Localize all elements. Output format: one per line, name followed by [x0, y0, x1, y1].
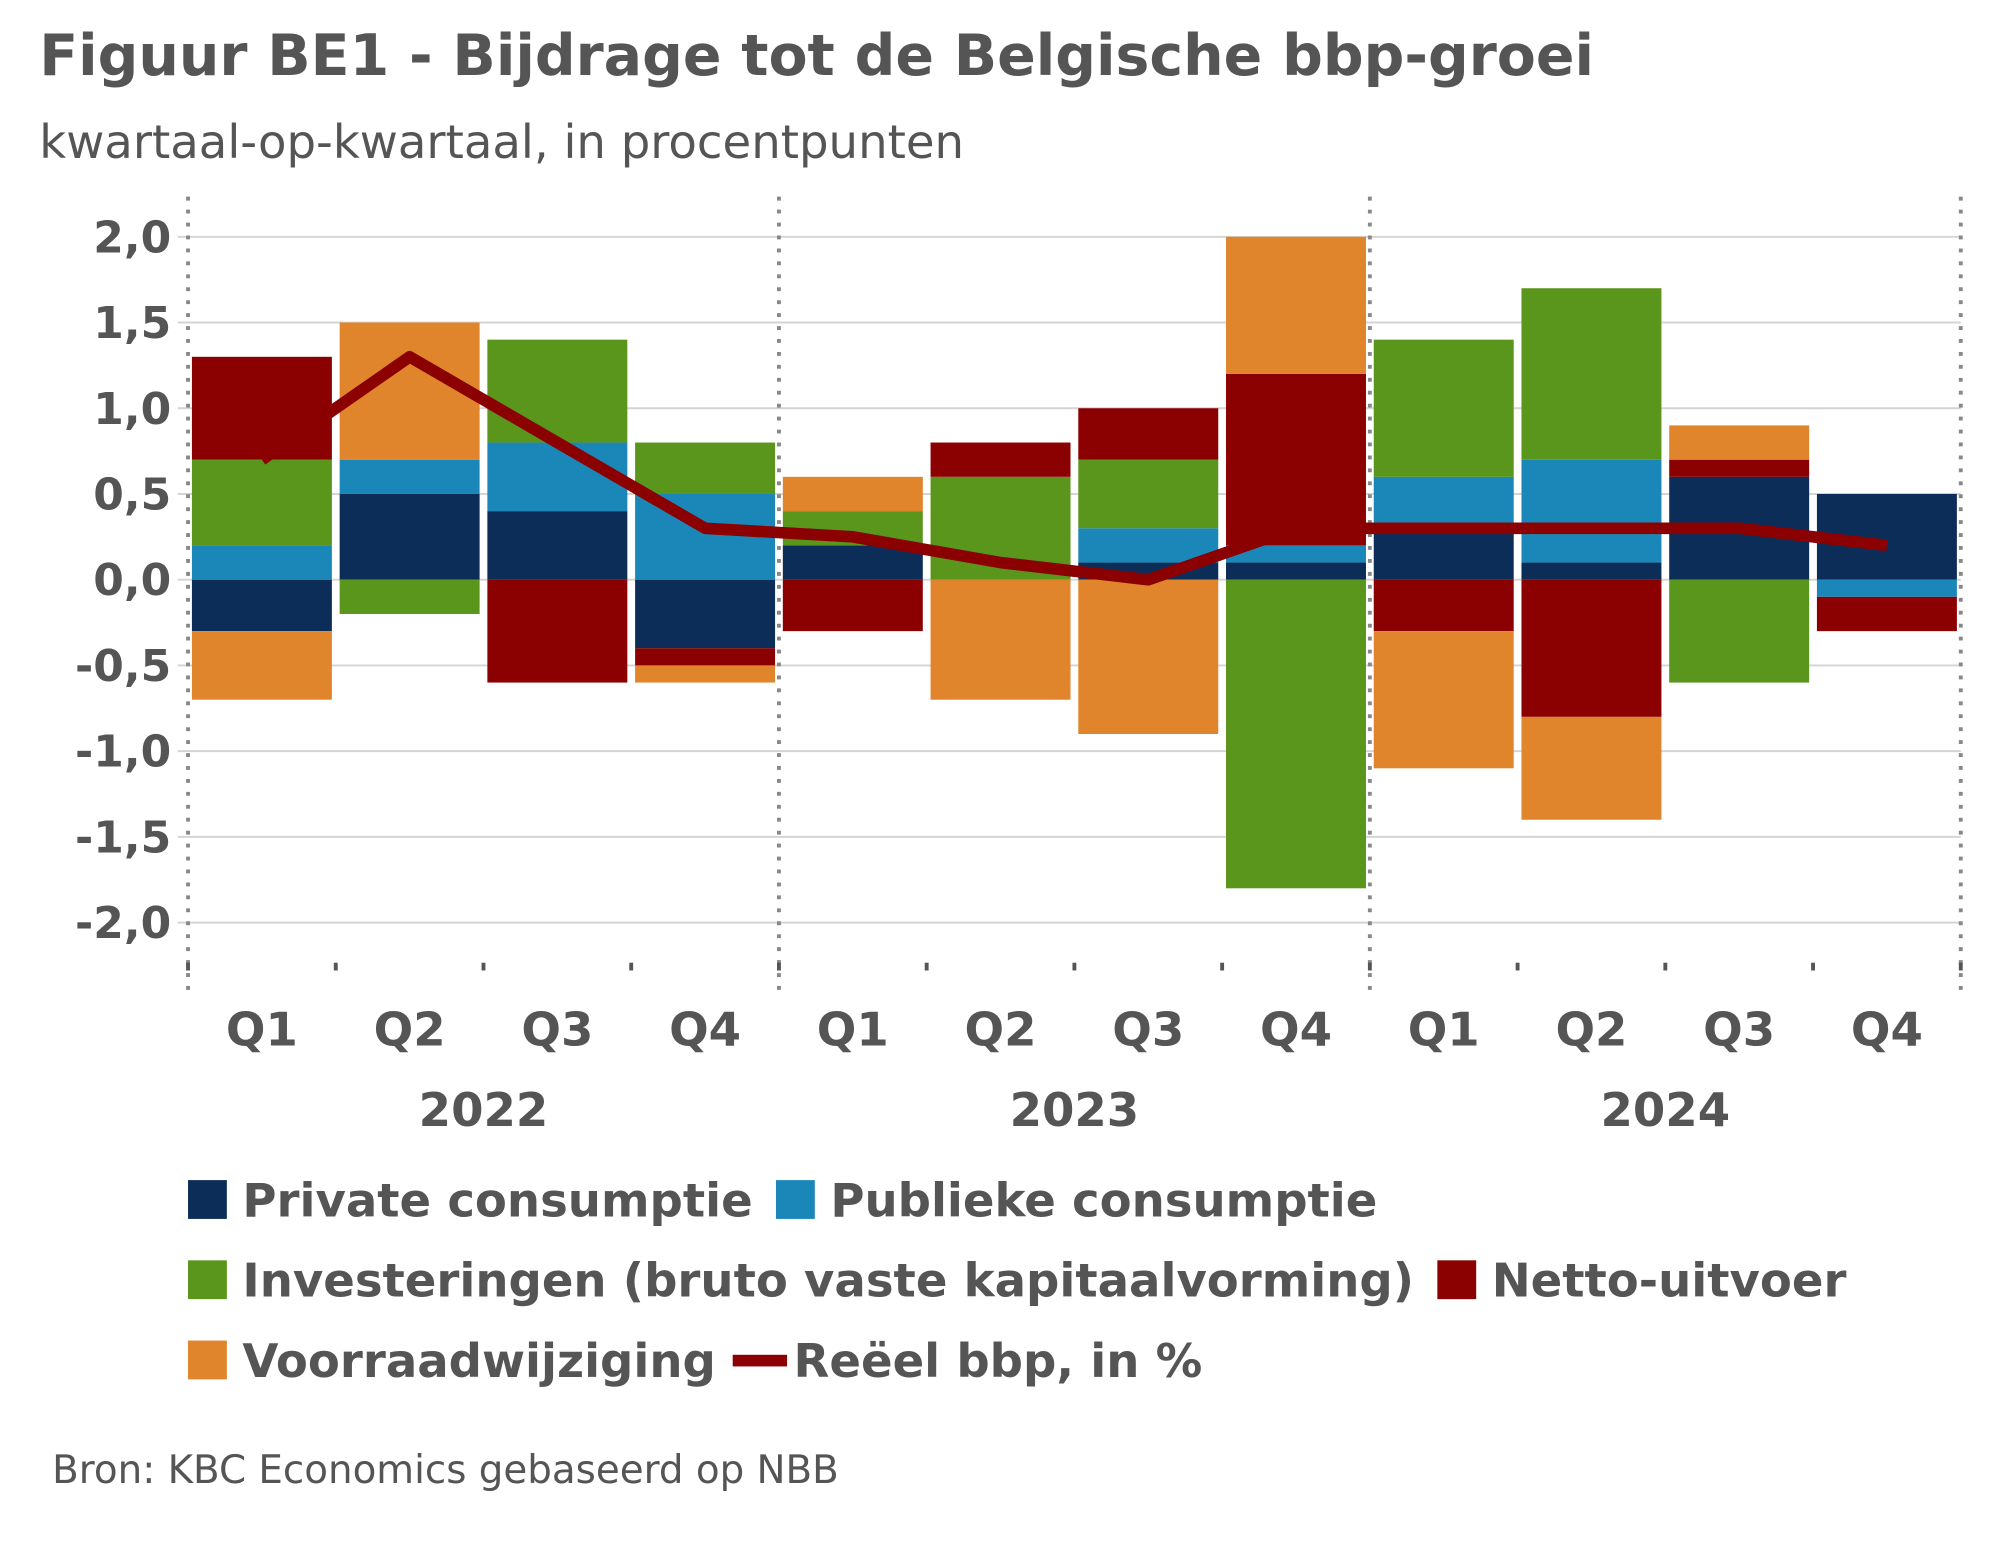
bar-segment	[339, 579, 480, 614]
x-tick-label: Q4	[669, 1003, 741, 1057]
legend-swatch	[188, 1180, 227, 1219]
bar-segment	[1373, 579, 1514, 632]
y-tick-label: -2,0	[75, 898, 171, 949]
bar-segment	[1373, 339, 1514, 477]
bar-segment	[1078, 408, 1219, 460]
bar-segment	[1669, 579, 1810, 683]
legend-label: Voorraadwijziging	[242, 1334, 716, 1388]
x-tick-label: Q2	[1555, 1003, 1627, 1057]
bar-segment	[1226, 579, 1366, 889]
x-tick-label: Q2	[965, 1003, 1037, 1057]
bar-segment	[1521, 579, 1662, 717]
year-label: 2022	[419, 1083, 549, 1137]
bar-segment	[1373, 476, 1514, 529]
bar-segment	[1373, 528, 1514, 580]
bar-segment	[487, 579, 628, 683]
bar-segment	[1078, 528, 1219, 563]
bar-segment	[191, 356, 332, 460]
legend-swatch	[188, 1340, 227, 1380]
legend-label: Investeringen (bruto vaste kapitaalvormi…	[242, 1254, 1414, 1308]
bar-segment	[635, 648, 776, 666]
bar-segment	[339, 459, 480, 494]
bar-segment	[1226, 373, 1366, 546]
bar-segment	[1669, 459, 1810, 477]
y-tick-label: -0,5	[75, 641, 171, 692]
bar-segment	[487, 339, 628, 443]
year-label: 2024	[1600, 1083, 1730, 1137]
x-tick-label: Q1	[817, 1003, 889, 1057]
y-tick-label: 1,0	[93, 384, 171, 435]
bar-segment	[930, 442, 1071, 477]
source-note: Bron: KBC Economics gebaseerd op NBB	[52, 1448, 839, 1493]
legend-label: Netto-uitvoer	[1492, 1254, 1847, 1308]
bar-segment	[1078, 459, 1219, 529]
bar-segment	[191, 579, 332, 632]
chart-title: Figuur BE1 - Bijdrage tot de Belgische b…	[39, 23, 1594, 89]
bar-segment	[1521, 716, 1662, 820]
x-tick-label: Q3	[521, 1003, 593, 1057]
bar-segment	[1521, 562, 1662, 580]
y-tick-label: 0,5	[93, 470, 171, 521]
bar-segment	[1521, 288, 1662, 460]
bar-segment	[635, 579, 776, 649]
year-label: 2023	[1010, 1083, 1140, 1137]
bar-segment	[1816, 596, 1957, 632]
bar-segment	[339, 493, 480, 580]
bar-segment	[191, 545, 332, 580]
bar-segment	[1078, 579, 1219, 735]
bar-segment	[1669, 425, 1810, 460]
bar-segment	[782, 545, 923, 580]
bar-segment	[1226, 545, 1366, 563]
y-tick-label: 0,0	[93, 555, 171, 606]
bar-segment	[635, 493, 776, 580]
x-tick-label: Q3	[1703, 1003, 1775, 1057]
chart-subtitle: kwartaal-op-kwartaal, in procentpunten	[39, 115, 964, 169]
bar-segment	[487, 511, 628, 580]
bar-segment	[782, 476, 923, 512]
bar-segment	[930, 579, 1071, 700]
x-tick-label: Q1	[1408, 1003, 1480, 1057]
x-tick-label: Q4	[1260, 1003, 1332, 1057]
bar-segment	[191, 459, 332, 546]
legend-swatch	[188, 1260, 227, 1300]
bar-segment	[1226, 236, 1366, 374]
bar-segment	[635, 442, 776, 494]
legend-swatch	[775, 1180, 815, 1219]
x-tick-label: Q4	[1851, 1003, 1923, 1057]
y-tick-label: -1,5	[75, 812, 171, 863]
bar-segment	[1226, 562, 1366, 580]
x-tick-label: Q2	[374, 1003, 446, 1057]
legend-swatch	[1437, 1260, 1477, 1300]
bar-segment	[191, 631, 332, 700]
y-tick-label: 1,5	[93, 298, 171, 349]
line-series	[258, 350, 1888, 586]
bar-segment	[782, 579, 923, 632]
bar-segment	[1816, 579, 1957, 597]
x-tick-label: Q3	[1112, 1003, 1184, 1057]
x-tick-label: Q1	[226, 1003, 298, 1057]
legend-swatch	[732, 1354, 788, 1367]
bar-segment	[1521, 459, 1662, 563]
legend-label: Reëel bbp, in %	[794, 1334, 1203, 1388]
y-tick-label: -1,0	[75, 727, 171, 778]
legend-label: Publieke consumptie	[830, 1173, 1377, 1227]
bar-segment	[635, 665, 776, 683]
bar-segment	[487, 442, 628, 512]
y-tick-label: 2,0	[93, 212, 171, 263]
bar-segment	[1373, 631, 1514, 769]
legend-label: Private consumptie	[242, 1173, 752, 1227]
